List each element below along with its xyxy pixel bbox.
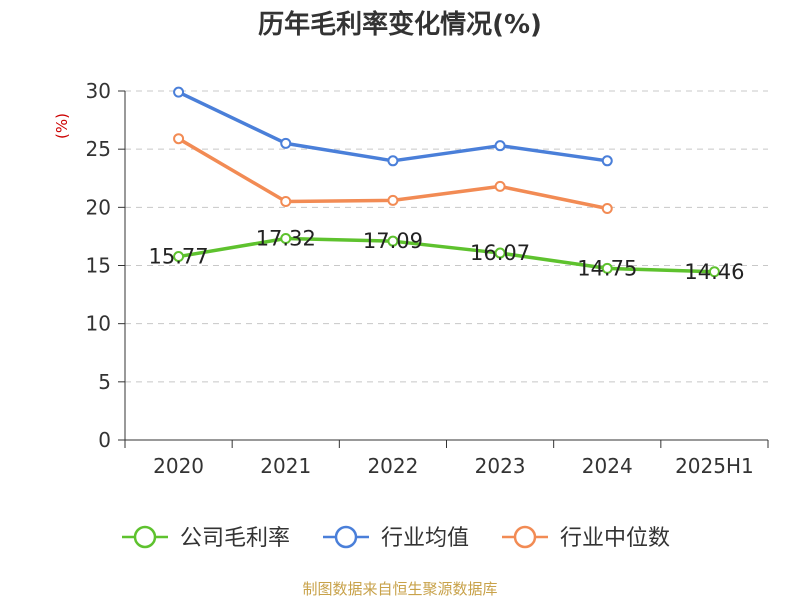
legend-item: 行业均值 — [323, 525, 469, 551]
data-point — [708, 266, 720, 278]
chart-title: 历年毛利率变化情况(%) — [258, 9, 542, 40]
legend-marker-icon — [513, 525, 537, 549]
axes: 0 5 10 15 20 25 30 2020 2021 2022 2023 2024 2025H1 — [86, 79, 769, 478]
legend-item: 公司毛利率 — [122, 525, 290, 551]
data-point — [387, 235, 399, 247]
data-point — [494, 140, 506, 152]
x-tick-label: 2023 — [475, 454, 526, 478]
legend-label: 公司毛利率 — [180, 526, 290, 551]
series-0 — [173, 233, 720, 278]
data-point — [280, 137, 292, 149]
legend-marker-icon — [334, 525, 358, 549]
data-point — [387, 155, 399, 167]
data-label: 17.32 — [256, 227, 316, 251]
data-point — [601, 202, 613, 214]
x-tick-label: 2020 — [153, 454, 204, 478]
data-point — [173, 133, 185, 145]
data-point — [601, 262, 613, 274]
data-label: 15.77 — [149, 245, 209, 269]
x-tick-label: 2022 — [367, 454, 418, 478]
series-2 — [173, 133, 613, 214]
legend-label: 行业均值 — [381, 526, 469, 551]
data-labels: 15.77 17.32 17.09 16.07 14.75 14.46 — [149, 227, 745, 284]
data-label: 14.46 — [684, 260, 744, 284]
y-tick-label: 0 — [98, 428, 111, 452]
data-point — [494, 180, 506, 192]
data-point — [173, 251, 185, 263]
legend-marker-icon — [133, 525, 157, 549]
legend-label: 行业中位数 — [560, 526, 670, 551]
grid-lines — [125, 90, 768, 383]
y-tick-label: 15 — [86, 254, 111, 278]
data-point — [280, 233, 292, 245]
y-tick-label: 10 — [86, 312, 111, 336]
data-point — [173, 86, 185, 98]
series-1 — [173, 86, 613, 167]
data-point — [387, 194, 399, 206]
legend: 公司毛利率 行业均值 行业中位数 — [122, 525, 670, 551]
source-note: 制图数据来自恒生聚源数据库 — [302, 580, 497, 598]
x-tick-label: 2024 — [582, 454, 633, 478]
data-label: 14.75 — [577, 256, 637, 280]
y-tick-label: 25 — [86, 137, 111, 161]
series-layer — [173, 86, 720, 278]
y-tick-label: 5 — [98, 370, 111, 394]
data-label: 16.07 — [470, 241, 530, 265]
data-label: 17.09 — [363, 229, 423, 253]
series-line — [178, 236, 715, 274]
data-point — [280, 196, 292, 208]
y-axis-label: (%) — [53, 113, 71, 139]
series-line — [177, 90, 608, 163]
x-tick-label: 2021 — [260, 454, 311, 478]
x-tick-label: 2025H1 — [675, 454, 754, 478]
data-point — [494, 247, 506, 259]
legend-item: 行业中位数 — [502, 525, 670, 551]
y-tick-label: 20 — [86, 195, 111, 219]
y-tick-label: 30 — [86, 79, 111, 103]
data-point — [601, 155, 613, 167]
